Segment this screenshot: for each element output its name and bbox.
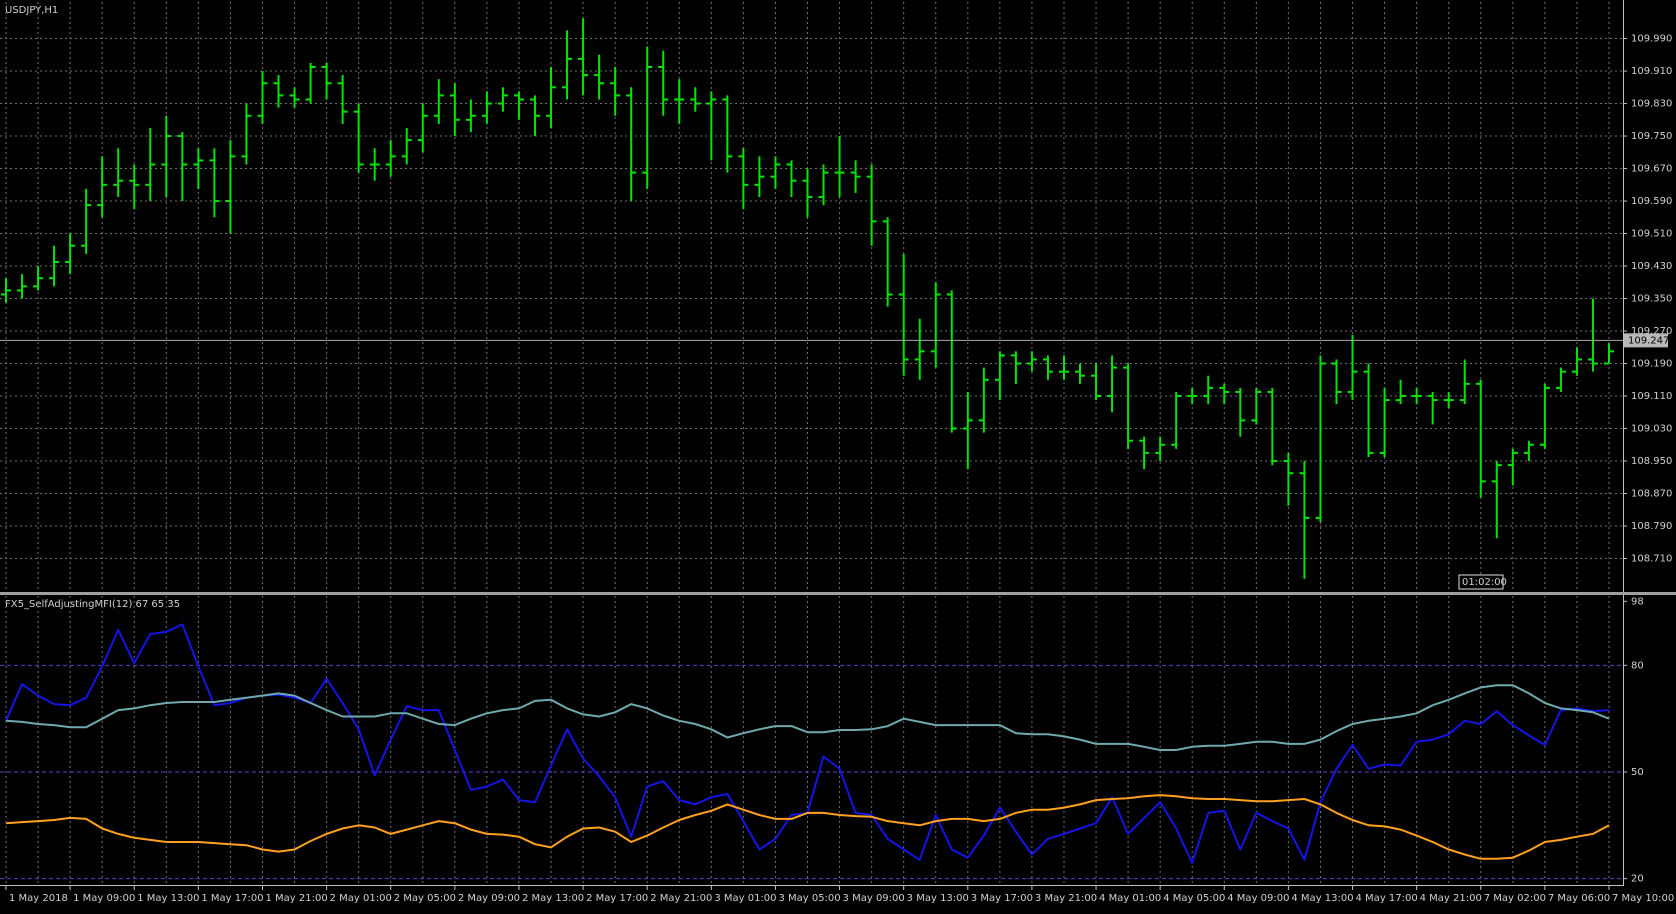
x-tick-label: 2 May 09:00 — [458, 893, 520, 904]
x-tick-label: 3 May 05:00 — [778, 893, 840, 904]
x-tick-label: 3 May 13:00 — [907, 893, 969, 904]
y-tick-label: 108.950 — [1631, 456, 1672, 467]
y-tick-label: 20 — [1631, 874, 1644, 885]
x-tick-label: 3 May 17:00 — [971, 893, 1033, 904]
y-tick-label: 109.910 — [1631, 66, 1672, 77]
x-tick-label: 4 May 17:00 — [1356, 893, 1418, 904]
x-tick-label: 2 May 13:00 — [522, 893, 584, 904]
indicator-line — [5, 684, 1610, 751]
x-tick-label: 3 May 21:00 — [1035, 893, 1097, 904]
x-tick-label: 1 May 17:00 — [201, 893, 263, 904]
y-tick-label: 109.190 — [1631, 359, 1672, 370]
y-tick-label: 109.750 — [1631, 131, 1672, 142]
y-tick-label: 109.670 — [1631, 164, 1672, 175]
timer-box — [1458, 574, 1504, 590]
y-tick-label: 109.350 — [1631, 294, 1672, 305]
x-tick-label: 1 May 13:00 — [137, 893, 199, 904]
x-tick-label: 1 May 09:00 — [73, 893, 135, 904]
x-tick-label: 4 May 09:00 — [1227, 893, 1289, 904]
y-tick-label: 109.830 — [1631, 99, 1672, 110]
y-tick-label: 108.790 — [1631, 521, 1672, 532]
y-tick-label: 98 — [1631, 596, 1644, 607]
x-tick-label: 2 May 21:00 — [650, 893, 712, 904]
y-tick-label: 80 — [1631, 660, 1644, 671]
y-tick-label: 109.270 — [1631, 326, 1672, 337]
chart-title: USDJPY,H1 — [5, 5, 58, 16]
x-tick-label: 2 May 01:00 — [330, 893, 392, 904]
indicator-line — [5, 794, 1610, 860]
x-tick-label: 3 May 09:00 — [843, 893, 905, 904]
x-tick-label: 4 May 21:00 — [1420, 893, 1482, 904]
y-tick-label: 109.510 — [1631, 229, 1672, 240]
y-tick-label: 109.590 — [1631, 196, 1672, 207]
y-tick-label: 108.870 — [1631, 489, 1672, 500]
x-tick-label: 4 May 13:00 — [1291, 893, 1353, 904]
timer-label: 01:02:00 — [1462, 577, 1507, 588]
x-tick-label: 4 May 05:00 — [1163, 893, 1225, 904]
y-tick-label: 109.110 — [1631, 391, 1672, 402]
x-tick-label: 3 May 01:00 — [714, 893, 776, 904]
indicator-title: FX5_SelfAdjustingMFI(12) 67 65 35 — [5, 599, 180, 610]
x-tick-label: 2 May 05:00 — [394, 893, 456, 904]
y-tick-label: 109.030 — [1631, 424, 1672, 435]
x-tick-label: 2 May 17:00 — [586, 893, 648, 904]
x-tick-label: 7 May 06:00 — [1548, 893, 1610, 904]
y-tick-label: 109.990 — [1631, 34, 1672, 45]
x-tick-label: 4 May 01:00 — [1099, 893, 1161, 904]
y-tick-label: 108.710 — [1631, 554, 1672, 565]
current-price-label: 109.247 — [1628, 335, 1669, 346]
x-tick-label: 7 May 10:00 — [1612, 893, 1674, 904]
y-tick-label: 50 — [1631, 767, 1644, 778]
current-price-box — [1624, 333, 1668, 348]
x-tick-label: 7 May 02:00 — [1484, 893, 1546, 904]
x-tick-label: 1 May 2018 — [9, 893, 68, 904]
y-tick-label: 109.430 — [1631, 261, 1672, 272]
x-tick-label: 1 May 21:00 — [265, 893, 327, 904]
